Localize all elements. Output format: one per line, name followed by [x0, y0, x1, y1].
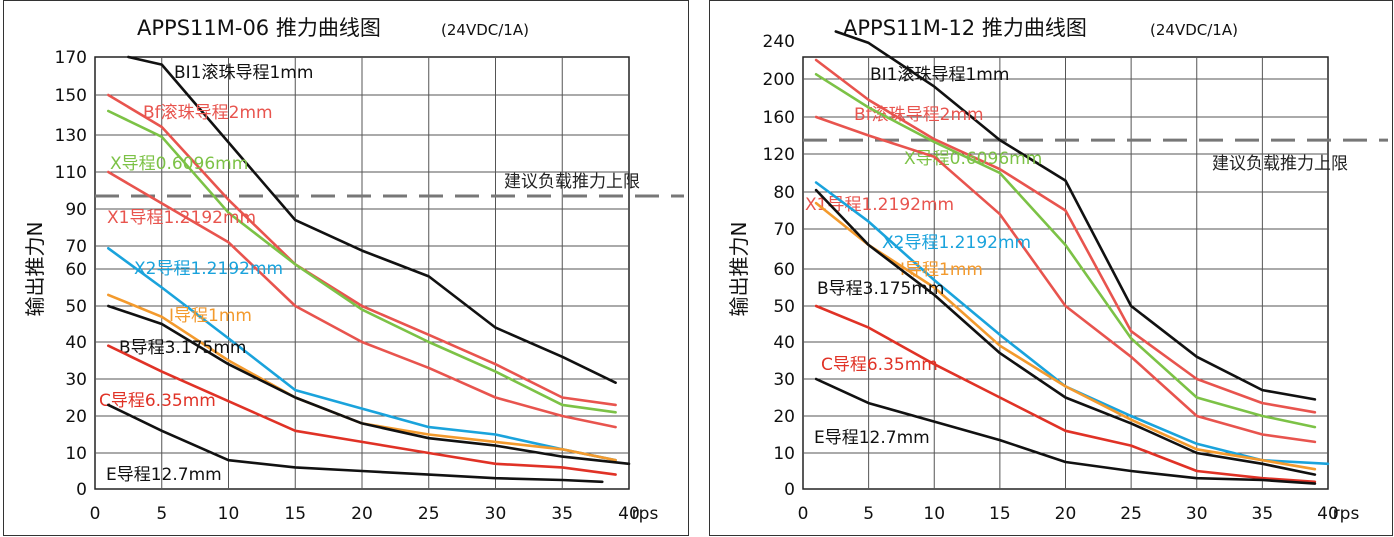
y-tick-label: 240 — [763, 32, 795, 52]
x-tick-label: 15 — [989, 504, 1011, 524]
series-label: BI1滚珠导程1mm — [174, 63, 313, 83]
x-tick-label: 5 — [156, 504, 167, 524]
x-tick-label: 0 — [798, 504, 809, 524]
chart-subtitle: (24VDC/1A) — [441, 21, 529, 39]
chart-svg-apps11m-12: APPS11M-12 推力曲线图 (24VDC/1A) 0 5 10 15 20 25 30… — [727, 16, 1388, 524]
y-tick-label: 80 — [773, 183, 795, 203]
chart-svg-apps11m-06: APPS11M-06 推力曲线图 (24VDC/1A) 0 5 10 15 20 25 30… — [23, 16, 684, 524]
series-line — [107, 170, 617, 429]
series-label: X1导程1.2192mm — [805, 195, 954, 215]
x-tick-label: 35 — [1252, 504, 1274, 524]
x-tick-label: 20 — [351, 504, 373, 524]
series-label: E导程12.7mm — [814, 428, 930, 448]
y-tick-label: 200 — [763, 70, 795, 90]
series-label: B导程3.175mm — [817, 279, 944, 299]
series-line — [107, 304, 631, 466]
series-line — [814, 377, 1317, 485]
y-tick-label: 90 — [65, 200, 87, 220]
x-tick-label: 15 — [284, 504, 306, 524]
x-tick-label: 0 — [90, 504, 101, 524]
x-tick-label: 40 — [1317, 504, 1339, 524]
x-tick-label: 25 — [418, 504, 440, 524]
y-tick-label: 110 — [55, 163, 87, 183]
chart-title: APPS11M-06 推力曲线图 — [137, 16, 381, 40]
y-tick-label: 30 — [773, 370, 795, 390]
series-label: X2导程1.2192mm — [882, 233, 1031, 253]
series-label: E导程12.7mm — [106, 465, 222, 485]
y-tick-label: 150 — [55, 86, 87, 106]
y-tick-label: 40 — [773, 333, 795, 353]
x-tick-label: 10 — [218, 504, 240, 524]
series-line — [834, 30, 1317, 401]
y-tick-label: 10 — [65, 444, 87, 464]
x-tick-label: 10 — [923, 504, 945, 524]
series-line — [107, 93, 617, 407]
x-axis-label: rps — [1333, 504, 1360, 524]
series-line — [814, 73, 1317, 429]
chart-panel-apps11m-12: APPS11M-12 推力曲线图 (24VDC/1A) 0 5 10 15 20 25 30… — [709, 0, 1393, 536]
y-tick-label: 30 — [65, 370, 87, 390]
y-tick-label: 70 — [773, 220, 795, 240]
series-label: X导程0.6096mm — [904, 149, 1042, 169]
y-tick-label: 130 — [55, 126, 87, 146]
series-line — [814, 304, 1317, 484]
series-line — [814, 58, 1317, 414]
x-tick-label: 35 — [551, 504, 573, 524]
series-label: Bf滚珠导程2mm — [143, 103, 273, 123]
x-tick-label: 25 — [1120, 504, 1142, 524]
y-tick-label: 10 — [773, 444, 795, 464]
series-label: X1导程1.2192mm — [107, 208, 256, 228]
series-line — [814, 188, 1317, 476]
series-label: I导程1mm — [169, 306, 252, 326]
y-tick-label: 60 — [773, 260, 795, 280]
chart-panel-apps11m-06: APPS11M-06 推力曲线图 (24VDC/1A) 0 5 10 15 20 25 30… — [3, 0, 689, 536]
limit-line-label: 建议负载推力上限 — [1212, 154, 1348, 174]
series-line — [127, 55, 617, 385]
series-label: I导程1mm — [900, 260, 983, 280]
y-tick-label: 50 — [65, 297, 87, 317]
series-line — [814, 115, 1317, 444]
y-tick-label: 20 — [773, 407, 795, 427]
x-axis-label: rps — [632, 504, 659, 524]
series-label: B导程3.175mm — [119, 338, 246, 358]
y-axis-label: 输出推力N — [727, 222, 751, 317]
y-tick-label: 70 — [65, 237, 87, 257]
x-tick-label: 40 — [618, 504, 640, 524]
series-label: C导程6.35mm — [99, 391, 216, 411]
series-line — [107, 109, 617, 414]
series-label: Bf滚珠导程2mm — [854, 105, 984, 125]
y-tick-label: 20 — [65, 407, 87, 427]
y-tick-label: 0 — [76, 480, 87, 500]
x-tick-label: 30 — [1186, 504, 1208, 524]
limit-line-label: 建议负载推力上限 — [504, 172, 640, 192]
x-tick-label: 20 — [1055, 504, 1077, 524]
chart-subtitle: (24VDC/1A) — [1150, 21, 1238, 39]
x-tick-label: 5 — [863, 504, 874, 524]
y-tick-label: 60 — [65, 260, 87, 280]
series-label: C导程6.35mm — [821, 355, 938, 375]
chart-title: APPS11M-12 推力曲线图 — [843, 16, 1087, 40]
y-tick-label: 120 — [763, 145, 795, 165]
series-label: X2导程1.2192mm — [134, 259, 283, 279]
y-tick-label: 160 — [763, 108, 795, 128]
y-tick-label: 0 — [784, 480, 795, 500]
series-label: BI1滚珠导程1mm — [870, 65, 1009, 85]
y-tick-label: 50 — [773, 297, 795, 317]
y-tick-label: 170 — [55, 48, 87, 68]
x-tick-label: 30 — [485, 504, 507, 524]
series-line — [107, 403, 604, 484]
y-axis-label: 输出推力N — [23, 222, 47, 317]
y-tick-label: 40 — [65, 333, 87, 353]
series-line — [814, 201, 1317, 471]
series-line — [107, 247, 617, 462]
series-label: X导程0.6096mm — [110, 154, 248, 174]
series-line — [107, 344, 617, 476]
